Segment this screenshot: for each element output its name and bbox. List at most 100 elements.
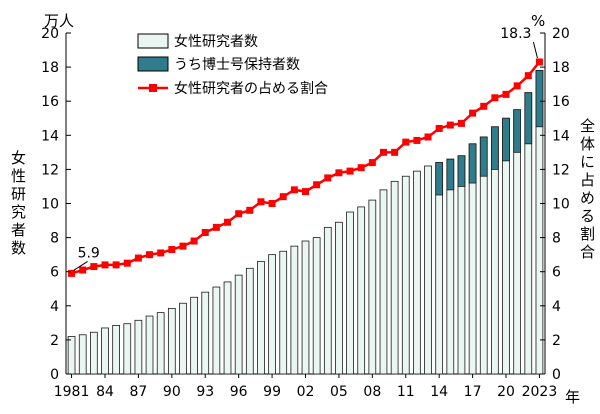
doctoral-holders-bar xyxy=(468,143,477,184)
female-researchers-bar xyxy=(190,296,198,375)
doctoral-holders-bar xyxy=(457,155,466,187)
doctoral-holders-bar xyxy=(513,109,522,153)
female-researchers-bar xyxy=(134,319,143,375)
female-researchers-bar xyxy=(323,226,332,375)
x-tick-label: 99 xyxy=(263,384,281,400)
left-unit-label: 万人 xyxy=(44,12,74,30)
female-researchers-bar xyxy=(145,315,154,375)
legend-label-female-researchers: 女性研究者数 xyxy=(174,33,258,50)
female-researchers-bar xyxy=(101,327,109,375)
share-point xyxy=(268,200,276,207)
female-researchers-bar xyxy=(167,307,176,375)
share-point xyxy=(157,249,165,257)
female-researchers-bar xyxy=(156,312,165,375)
x-tick-label: 84 xyxy=(96,384,114,400)
share-point xyxy=(457,119,465,127)
annotation-last-share: 18.3 xyxy=(500,26,531,42)
legend: 女性研究者数 うち博士号保持者数 女性研究者の占める割合 xyxy=(137,33,328,97)
right-tick-label: 14 xyxy=(552,128,570,144)
female-researchers-bar xyxy=(290,245,299,375)
female-researchers-bar xyxy=(346,211,354,375)
female-researchers-bar xyxy=(401,175,410,375)
share-point xyxy=(212,223,220,231)
female-researchers-bar xyxy=(457,155,466,375)
female-researchers-bar xyxy=(112,325,120,375)
left-tick-label: 10 xyxy=(41,197,59,213)
x-tick-label: 11 xyxy=(397,384,415,400)
x-tick-label: 93 xyxy=(196,384,214,400)
right-tick-label: 12 xyxy=(552,162,570,178)
x-tick-label: 87 xyxy=(129,384,147,400)
x-tick-label: 2023 xyxy=(522,384,558,400)
share-point xyxy=(424,133,432,141)
right-tick-label: 16 xyxy=(552,94,570,110)
female-researchers-bar xyxy=(335,221,343,375)
female-researchers-bar xyxy=(368,199,377,375)
share-point xyxy=(535,58,543,66)
x-axis-ticks: 1981 84 87 90 93 96 99 02 05 08 11 14 17 20 2023 xyxy=(54,374,558,400)
female-researchers-bar xyxy=(123,323,132,375)
right-tick-label: 18 xyxy=(552,60,570,76)
legend-marker-share xyxy=(149,84,157,92)
share-point xyxy=(68,269,76,277)
female-researchers-bar xyxy=(201,291,210,375)
right-tick-label: 20 xyxy=(552,26,570,42)
legend-swatch-doctoral-holders xyxy=(137,56,169,72)
female-researchers-bar xyxy=(245,267,254,375)
share-point xyxy=(190,237,198,245)
left-tick-label: 20 xyxy=(41,26,59,42)
share-point xyxy=(313,181,321,189)
share-point xyxy=(413,136,421,144)
share-point xyxy=(469,109,477,117)
female-researchers-bar xyxy=(268,254,276,375)
right-tick-label: 10 xyxy=(552,197,570,213)
share-point xyxy=(513,82,521,90)
share-point xyxy=(168,246,176,254)
female-researchers-bar xyxy=(424,165,432,375)
share-point xyxy=(335,169,343,177)
female-researchers-bar xyxy=(379,189,388,375)
female-researchers-bar xyxy=(223,281,232,375)
left-tick-label: 6 xyxy=(50,265,59,281)
share-point xyxy=(391,148,399,156)
share-line-series xyxy=(68,58,543,277)
left-tick-label: 0 xyxy=(50,367,59,383)
left-tick-label: 14 xyxy=(41,128,59,144)
female-researchers-bar xyxy=(413,170,421,375)
right-tick-label: 2 xyxy=(552,333,561,349)
x-unit-label: 年 xyxy=(565,388,580,406)
female-researchers-bar xyxy=(234,274,243,375)
doctoral-holders-bar xyxy=(446,158,455,191)
left-tick-label: 18 xyxy=(41,60,59,76)
x-tick-label: 96 xyxy=(230,384,248,400)
y-right-axis-label: 全体に占める割合 xyxy=(578,117,596,262)
share-point xyxy=(491,94,499,102)
left-axis-ticks: 0 2 4 6 8 10 12 14 16 18 20 xyxy=(41,26,71,383)
doctoral-holders-bar xyxy=(435,162,444,196)
share-point xyxy=(324,174,332,182)
share-point xyxy=(524,72,532,80)
annotation-first-share: 5.9 xyxy=(78,245,100,261)
female-researchers-bar xyxy=(78,334,87,375)
share-point xyxy=(346,167,354,175)
right-tick-label: 4 xyxy=(552,299,561,315)
share-point xyxy=(435,124,443,132)
x-tick-label: 08 xyxy=(363,384,381,400)
legend-label-doctoral-holders: うち博士号保持者数 xyxy=(174,56,300,73)
right-tick-label: 0 xyxy=(552,367,561,383)
doctoral-holders-bar xyxy=(479,136,488,177)
female-researchers-bar xyxy=(446,158,455,375)
share-point xyxy=(123,259,131,267)
share-point xyxy=(79,266,87,274)
female-researchers-bar xyxy=(357,206,366,375)
x-tick-label: 14 xyxy=(430,384,448,400)
share-point xyxy=(179,242,187,250)
left-tick-label: 16 xyxy=(41,94,59,110)
share-point xyxy=(101,261,109,269)
female-researchers-bar xyxy=(179,302,187,375)
x-tick-label: 20 xyxy=(497,384,515,400)
share-point xyxy=(201,228,209,236)
share-point xyxy=(302,188,309,196)
share-point xyxy=(368,159,376,167)
